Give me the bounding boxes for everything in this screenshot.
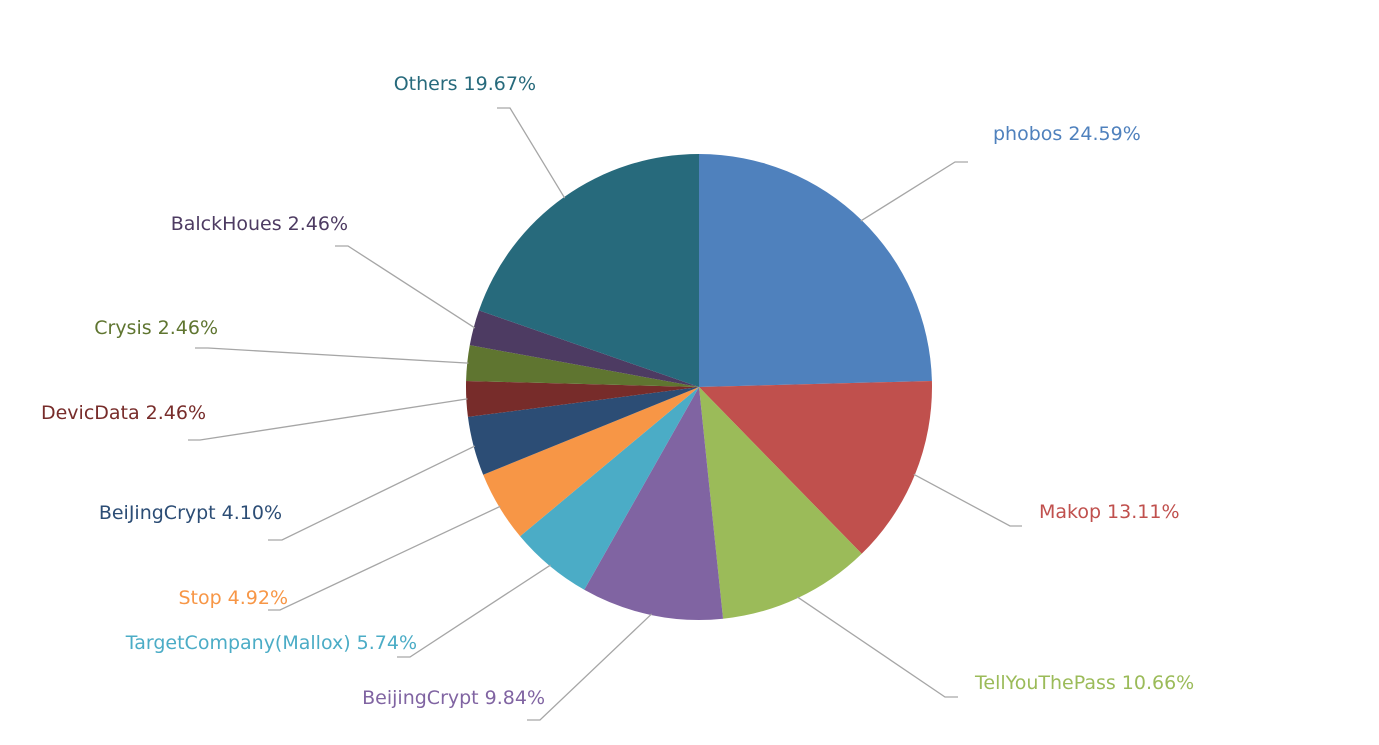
pie-slice bbox=[467, 387, 699, 475]
leader-line bbox=[913, 473, 1022, 527]
slice-name: BeiJingCrypt bbox=[99, 502, 216, 524]
slice-label: BeiJingCrypt 4.10% bbox=[99, 502, 282, 524]
slice-label: BalckHoues 2.46% bbox=[171, 213, 348, 235]
pie-slice bbox=[584, 387, 724, 620]
pie-slice bbox=[483, 387, 699, 537]
pie-slice bbox=[466, 380, 699, 417]
slice-name: Crysis bbox=[94, 317, 151, 339]
slice-label: Others 19.67% bbox=[394, 73, 536, 95]
slice-value: 24.59% bbox=[1068, 123, 1140, 145]
slice-label: phobos 24.59% bbox=[993, 123, 1141, 145]
pie-slice bbox=[699, 154, 932, 387]
leader-line bbox=[188, 398, 468, 441]
slice-value: 4.92% bbox=[228, 587, 288, 609]
slice-label: TargetCompany(Mallox) 5.74% bbox=[125, 632, 417, 654]
slice-label: Crysis 2.46% bbox=[94, 317, 218, 339]
slice-value: 2.46% bbox=[146, 402, 206, 424]
pie-slice bbox=[466, 345, 699, 387]
pie-slice bbox=[478, 154, 699, 387]
slice-label: DevicData 2.46% bbox=[41, 402, 206, 424]
slice-name: BalckHoues bbox=[171, 213, 282, 235]
leader-line bbox=[797, 596, 958, 698]
slice-name: TellYouThePass bbox=[974, 672, 1116, 694]
slice-label: Makop 13.11% bbox=[1039, 501, 1180, 523]
slice-label: TellYouThePass 10.66% bbox=[974, 672, 1194, 694]
slice-name: phobos bbox=[993, 123, 1062, 145]
leader-line bbox=[268, 505, 501, 611]
pie-slice bbox=[469, 310, 699, 387]
slice-value: 13.11% bbox=[1107, 501, 1179, 523]
slice-name: DevicData bbox=[41, 402, 140, 424]
slice-name: TargetCompany(Mallox) bbox=[125, 632, 351, 654]
pie-slice bbox=[520, 387, 699, 590]
leader-line bbox=[268, 445, 476, 541]
slice-name: Stop bbox=[178, 587, 221, 609]
leader-line bbox=[860, 161, 968, 222]
slice-name: Others bbox=[394, 73, 458, 95]
pie-slice bbox=[699, 380, 932, 554]
slice-name: BeijingCrypt bbox=[362, 687, 479, 709]
leader-line bbox=[527, 613, 653, 721]
slice-value: 19.67% bbox=[464, 73, 536, 95]
slice-value: 2.46% bbox=[158, 317, 218, 339]
slice-value: 2.46% bbox=[288, 213, 348, 235]
leader-line bbox=[195, 347, 469, 364]
slice-label: BeijingCrypt 9.84% bbox=[362, 687, 545, 709]
slice-value: 5.74% bbox=[357, 632, 417, 654]
leader-line bbox=[335, 245, 476, 329]
slice-value: 9.84% bbox=[485, 687, 545, 709]
slice-label: Stop 4.92% bbox=[178, 587, 288, 609]
pie-slice bbox=[699, 387, 862, 619]
slice-value: 10.66% bbox=[1122, 672, 1194, 694]
leader-line bbox=[397, 564, 551, 658]
slice-name: Makop bbox=[1039, 501, 1101, 523]
slice-value: 4.10% bbox=[222, 502, 282, 524]
leader-line bbox=[497, 107, 566, 199]
